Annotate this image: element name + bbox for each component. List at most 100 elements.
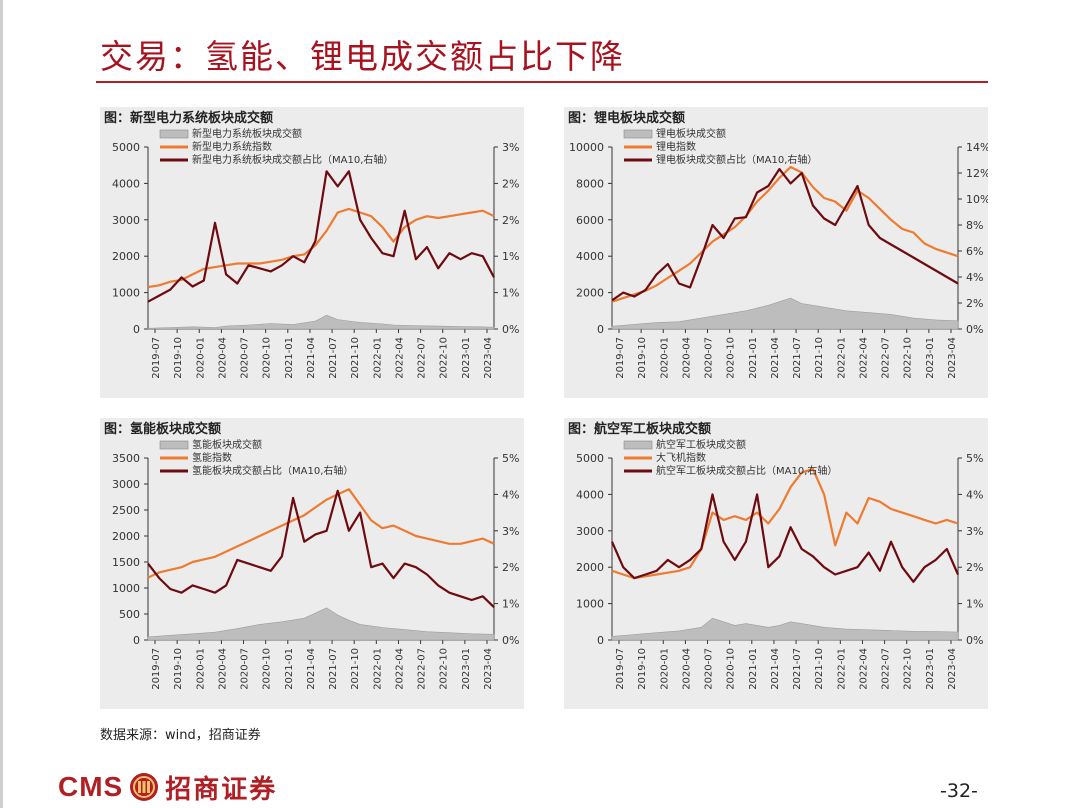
x-tick-label: 2021-10: [350, 648, 361, 690]
series-index-line: [147, 207, 495, 289]
chart-title: 图：氢能板块成交额: [104, 422, 222, 437]
x-tick-label: 2021-04: [306, 337, 317, 379]
brand-cms-text: CMS: [58, 771, 124, 802]
x-tick-label: 2020-10: [726, 337, 737, 379]
x-tick-label: 2022-01: [836, 337, 847, 379]
x-tick-label: 2021-01: [748, 648, 759, 690]
x-tick-label: 2022-01: [836, 648, 847, 690]
x-tick-label: 2022-07: [881, 337, 892, 379]
y-tick-label-left: 6000: [576, 214, 604, 227]
x-tick-label: 2021-01: [748, 337, 759, 379]
page-number: -32-: [940, 780, 978, 802]
x-tick-label: 2020-04: [217, 337, 228, 379]
y-tick-label-left: 3000: [576, 525, 604, 538]
x-tick-label: 2021-04: [770, 648, 781, 690]
chart-panel-lithium: 图：锂电板块成交额 0 2000 4000 6000 8000 10000 0% 2% 4% 6%…: [564, 107, 988, 398]
y-tick-label-right: 1%: [502, 250, 519, 263]
y-tick-label-left: 5000: [576, 452, 604, 465]
y-tick-label-right: 8%: [966, 219, 983, 232]
x-tick-label: 2023-04: [483, 648, 494, 690]
x-tick-label: 2019-10: [173, 337, 184, 379]
y-tick-label-right: 3%: [502, 525, 519, 538]
legend-swatch: [623, 440, 653, 450]
x-tick-label: 2019-10: [173, 648, 184, 690]
y-tick-label-right: 1%: [502, 287, 519, 300]
source-note: 数据来源：wind，招商证券: [100, 728, 261, 743]
x-tick-label: 2020-10: [262, 648, 273, 690]
y-tick-label-left: 2000: [576, 287, 604, 300]
series-index-line: [611, 467, 959, 580]
x-tick-label: 2019-10: [637, 337, 648, 379]
x-tick-label: 2023-04: [947, 648, 958, 690]
chart-svg: 0 500 1000 1500 2000 2500 3000 3500 0% 1% 2% 3% 4% 5%…: [112, 438, 519, 690]
y-tick-label-left: 500: [119, 608, 140, 621]
legend-label: 新型电力系统板块成交额: [192, 127, 302, 140]
y-tick-label-right: 0%: [502, 634, 519, 647]
x-tick-label: 2021-07: [792, 337, 803, 379]
x-tick-label: 2020-01: [195, 337, 206, 379]
series-ratio-line: [147, 489, 495, 608]
x-tick-label: 2020-04: [681, 337, 692, 379]
chart-title: 图：新型电力系统板块成交额: [104, 111, 274, 126]
y-tick-label-left: 0: [597, 323, 604, 336]
series-volume-area: [611, 617, 959, 641]
x-tick-label: 2023-04: [947, 337, 958, 379]
y-tick-label-right: 2%: [502, 177, 519, 190]
x-tick-label: 2020-01: [659, 337, 670, 379]
legend-label: 新型电力系统指数: [192, 140, 272, 153]
y-tick-label-left: 2000: [112, 250, 140, 263]
y-tick-label-right: 0%: [502, 323, 519, 336]
chart-title: 图：锂电板块成交额: [568, 111, 686, 126]
legend-label: 航空军工板块成交额占比（MA10,右轴）: [656, 464, 837, 477]
series-ratio-line: [147, 170, 495, 303]
legend-swatch: [623, 129, 653, 139]
x-tick-label: 2021-10: [350, 337, 361, 379]
series-volume-area: [147, 607, 495, 641]
x-tick-label: 2020-07: [704, 648, 715, 690]
brand-name-text: 招商证券: [165, 774, 278, 805]
y-tick-label-left: 0: [597, 634, 604, 647]
x-tick-label: 2021-01: [284, 337, 295, 379]
page-edge: [0, 0, 3, 808]
legend-swatch: [159, 440, 189, 450]
x-tick-label: 2019-07: [151, 337, 162, 379]
cms-logo-icon: [130, 773, 159, 801]
x-tick-label: 2021-07: [328, 648, 339, 690]
x-tick-label: 2020-07: [240, 648, 251, 690]
title-divider: [96, 81, 988, 83]
x-tick-label: 2022-04: [858, 337, 869, 379]
x-tick-label: 2022-01: [372, 648, 383, 690]
chart-svg: 0 1000 2000 3000 4000 5000 0% 1% 1% 2% 2% 3% 2019-07…: [112, 127, 519, 379]
chart-svg: 0 2000 4000 6000 8000 10000 0% 2% 4% 6% 8% 10% 12% 14…: [569, 127, 988, 379]
legend-label: 新型电力系统板块成交额占比（MA10,右轴）: [192, 153, 393, 166]
chart-title: 图：航空军工板块成交额: [568, 422, 712, 437]
series-index-line: [611, 165, 959, 303]
x-tick-label: 2022-04: [394, 337, 405, 379]
y-tick-label-left: 2000: [576, 561, 604, 574]
y-tick-label-left: 8000: [576, 177, 604, 190]
y-tick-label-left: 0: [133, 323, 140, 336]
x-tick-label: 2020-10: [262, 337, 273, 379]
y-tick-label-right: 2%: [966, 297, 983, 310]
chart-panel-power-system: 图：新型电力系统板块成交额 0 1000 2000 3000 4000 5000 0% 1% 1…: [100, 107, 524, 398]
y-tick-label-left: 5000: [112, 141, 140, 154]
y-tick-label-right: 1%: [502, 598, 519, 611]
legend-label: 大飞机指数: [656, 451, 706, 464]
x-tick-label: 2019-07: [615, 337, 626, 379]
x-tick-label: 2020-10: [726, 648, 737, 690]
x-tick-label: 2020-07: [240, 337, 251, 379]
chart-panel-hydrogen: 图：氢能板块成交额 0 500 1000 1500 2000 2500 3000 3500 0%…: [100, 418, 524, 709]
legend-label: 锂电指数: [656, 140, 696, 153]
x-tick-label: 2020-04: [217, 648, 228, 690]
series-volume-area: [147, 314, 495, 330]
x-tick-label: 2021-07: [792, 648, 803, 690]
y-tick-label-left: 4000: [576, 250, 604, 263]
x-tick-label: 2021-04: [306, 648, 317, 690]
x-tick-label: 2023-01: [461, 648, 472, 690]
legend-swatch: [159, 129, 189, 139]
page-title: 交易：氢能、锂电成交额占比下降: [100, 37, 625, 76]
y-tick-label-right: 0%: [966, 323, 983, 336]
x-tick-label: 2022-10: [439, 337, 450, 379]
y-tick-label-right: 5%: [966, 452, 983, 465]
legend-label: 氢能板块成交额: [192, 438, 262, 451]
